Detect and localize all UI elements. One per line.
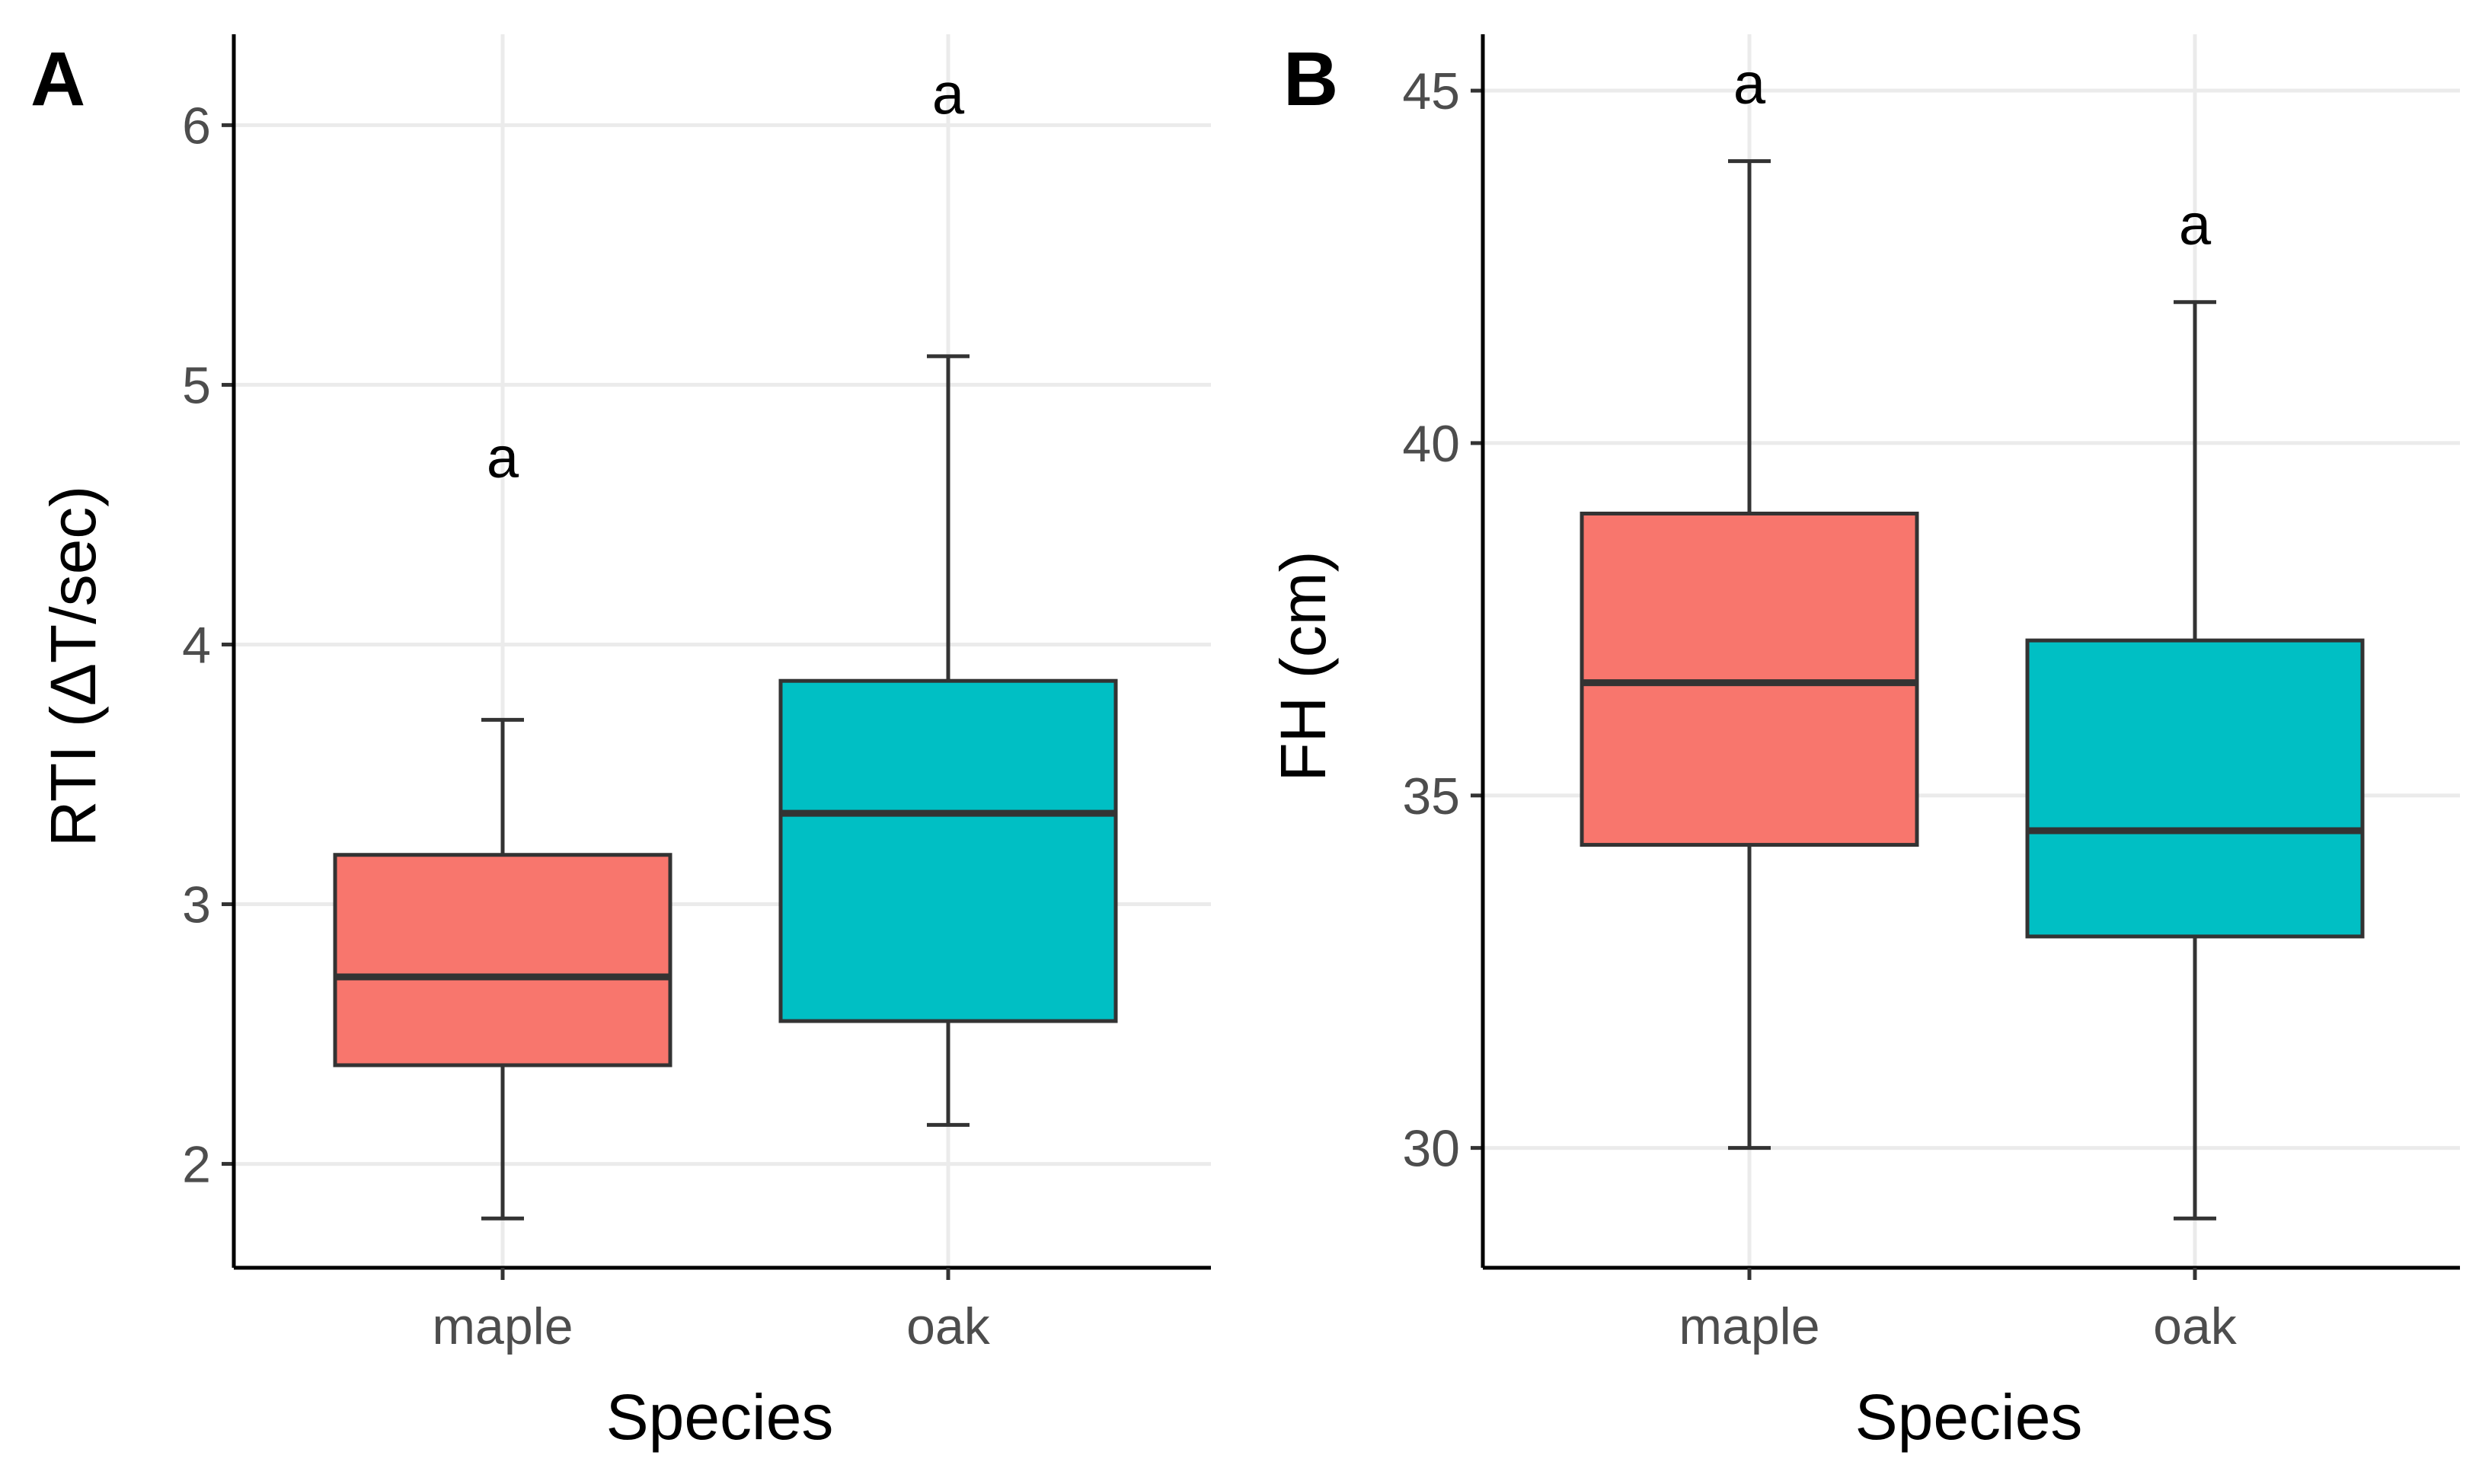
- panel-letter-a: A: [30, 37, 85, 122]
- panel-letter-b: B: [1283, 37, 1338, 122]
- significance-label: a: [1733, 52, 1766, 116]
- panel-b: a a 30 35 40 45 maple oak B Species FH (cm): [1267, 34, 2460, 1453]
- x-axis-title-a: Species: [606, 1381, 834, 1453]
- y-tick-label: 4: [182, 616, 211, 674]
- x-tick-label: oak: [2153, 1297, 2238, 1355]
- y-axis-title-b: FH (cm): [1267, 551, 1339, 781]
- y-tick-label: 40: [1402, 415, 1460, 473]
- y-axis-title-a: RTI (ΔT/sec): [37, 486, 109, 847]
- y-tick-label: 6: [182, 97, 211, 155]
- box-maple: a: [333, 426, 672, 1221]
- iqr-box: [2025, 638, 2365, 939]
- y-tick-label: 30: [1402, 1120, 1460, 1178]
- x-tick-label: oak: [906, 1297, 991, 1355]
- y-tick-label: 3: [182, 876, 211, 934]
- y-tick-label: 45: [1402, 62, 1460, 120]
- x-tick-label: maple: [432, 1297, 573, 1355]
- x-tick-label: maple: [1679, 1297, 1819, 1355]
- y-tick-label: 5: [182, 356, 211, 414]
- box-maple: a: [1580, 52, 1919, 1150]
- x-axis-title-b: Species: [1855, 1381, 2083, 1453]
- box-oak: a: [778, 62, 1118, 1127]
- y-tick-label: 35: [1402, 768, 1460, 825]
- iqr-box: [778, 678, 1118, 1023]
- iqr-box: [333, 853, 672, 1068]
- box-oak: a: [2025, 193, 2365, 1221]
- significance-label: a: [932, 62, 965, 126]
- significance-label: a: [487, 426, 519, 490]
- iqr-box: [1580, 511, 1919, 847]
- y-tick-label: 2: [182, 1136, 211, 1194]
- panel-a: a a 2 3 4 5 6 maple oak A Species RTI (ΔT/sec): [30, 34, 1211, 1453]
- significance-label: a: [2179, 193, 2212, 257]
